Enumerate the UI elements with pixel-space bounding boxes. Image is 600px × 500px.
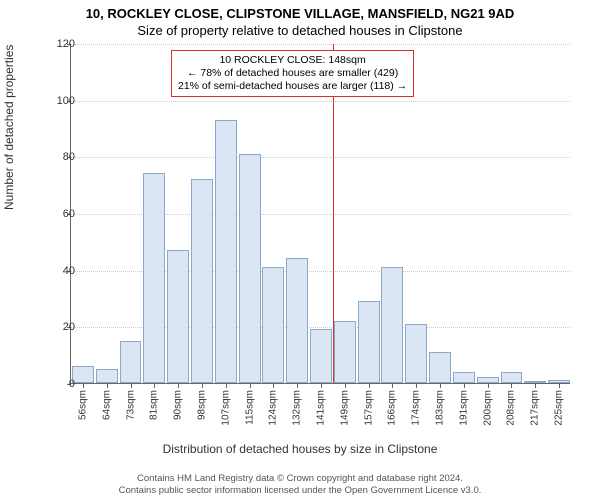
bar — [405, 324, 427, 384]
y-tick: 100 — [57, 95, 75, 107]
bar — [72, 366, 94, 383]
bar — [167, 250, 189, 383]
bar — [310, 329, 332, 383]
y-tick: 20 — [63, 321, 75, 333]
chart-subtitle: Size of property relative to detached ho… — [0, 21, 600, 38]
x-tick: 81sqm — [149, 390, 160, 420]
footer-line2: Contains public sector information licen… — [0, 485, 600, 496]
y-tick: 40 — [63, 265, 75, 277]
annotation-box: 10 ROCKLEY CLOSE: 148sqm← 78% of detache… — [171, 50, 414, 97]
plot-region: 56sqm64sqm73sqm81sqm90sqm98sqm107sqm115s… — [70, 44, 570, 384]
bar — [191, 179, 213, 383]
x-tick: 208sqm — [506, 390, 517, 426]
bar — [96, 369, 118, 383]
footer-attribution: Contains HM Land Registry data © Crown c… — [0, 473, 600, 496]
y-tick: 120 — [57, 38, 75, 50]
x-tick: 141sqm — [316, 390, 327, 426]
x-tick: 90sqm — [173, 390, 184, 420]
x-tick: 73sqm — [125, 390, 136, 420]
annot-line3: 21% of semi-detached houses are larger (… — [178, 80, 407, 93]
bar — [262, 267, 284, 383]
gridline — [71, 44, 570, 45]
x-tick: 174sqm — [411, 390, 422, 426]
bar — [239, 154, 261, 384]
y-tick: 80 — [63, 151, 75, 163]
bar — [334, 321, 356, 383]
bar — [381, 267, 403, 383]
x-tick: 183sqm — [435, 390, 446, 426]
x-tick: 124sqm — [268, 390, 279, 426]
x-tick: 191sqm — [458, 390, 469, 426]
x-tick: 149sqm — [339, 390, 350, 426]
chart-title-address: 10, ROCKLEY CLOSE, CLIPSTONE VILLAGE, MA… — [0, 0, 600, 21]
x-tick: 132sqm — [292, 390, 303, 426]
footer-line1: Contains HM Land Registry data © Crown c… — [0, 473, 600, 484]
y-tick: 0 — [69, 378, 75, 390]
bar — [477, 377, 499, 383]
x-tick: 115sqm — [244, 390, 255, 425]
bar — [429, 352, 451, 383]
bar — [524, 381, 546, 383]
x-axis-label: Distribution of detached houses by size … — [0, 442, 600, 456]
y-axis-label: Number of detached properties — [2, 45, 16, 210]
x-tick: 166sqm — [387, 390, 398, 426]
bar — [501, 372, 523, 383]
bar — [143, 173, 165, 383]
chart-area: 56sqm 64sqm 73sqm 81sqm 90sqm 98sqm 107sqm 115s… — [42, 44, 580, 424]
bar — [215, 120, 237, 384]
x-tick: 157sqm — [363, 390, 374, 426]
bar — [120, 341, 142, 384]
x-tick: 225sqm — [554, 390, 565, 426]
bar — [453, 372, 475, 383]
x-tick: 64sqm — [101, 390, 112, 420]
x-tick: 217sqm — [530, 390, 541, 426]
gridline — [71, 101, 570, 102]
x-tick: 200sqm — [482, 390, 493, 426]
annot-line2: ← 78% of detached houses are smaller (42… — [178, 67, 407, 80]
annot-line1: 10 ROCKLEY CLOSE: 148sqm — [178, 54, 407, 67]
bar — [548, 380, 570, 383]
x-tick: 98sqm — [196, 390, 207, 420]
x-tick: 56sqm — [77, 390, 88, 420]
bar — [358, 301, 380, 383]
y-tick: 60 — [63, 208, 75, 220]
x-tick: 107sqm — [220, 390, 231, 426]
gridline — [71, 157, 570, 158]
bar — [286, 258, 308, 383]
